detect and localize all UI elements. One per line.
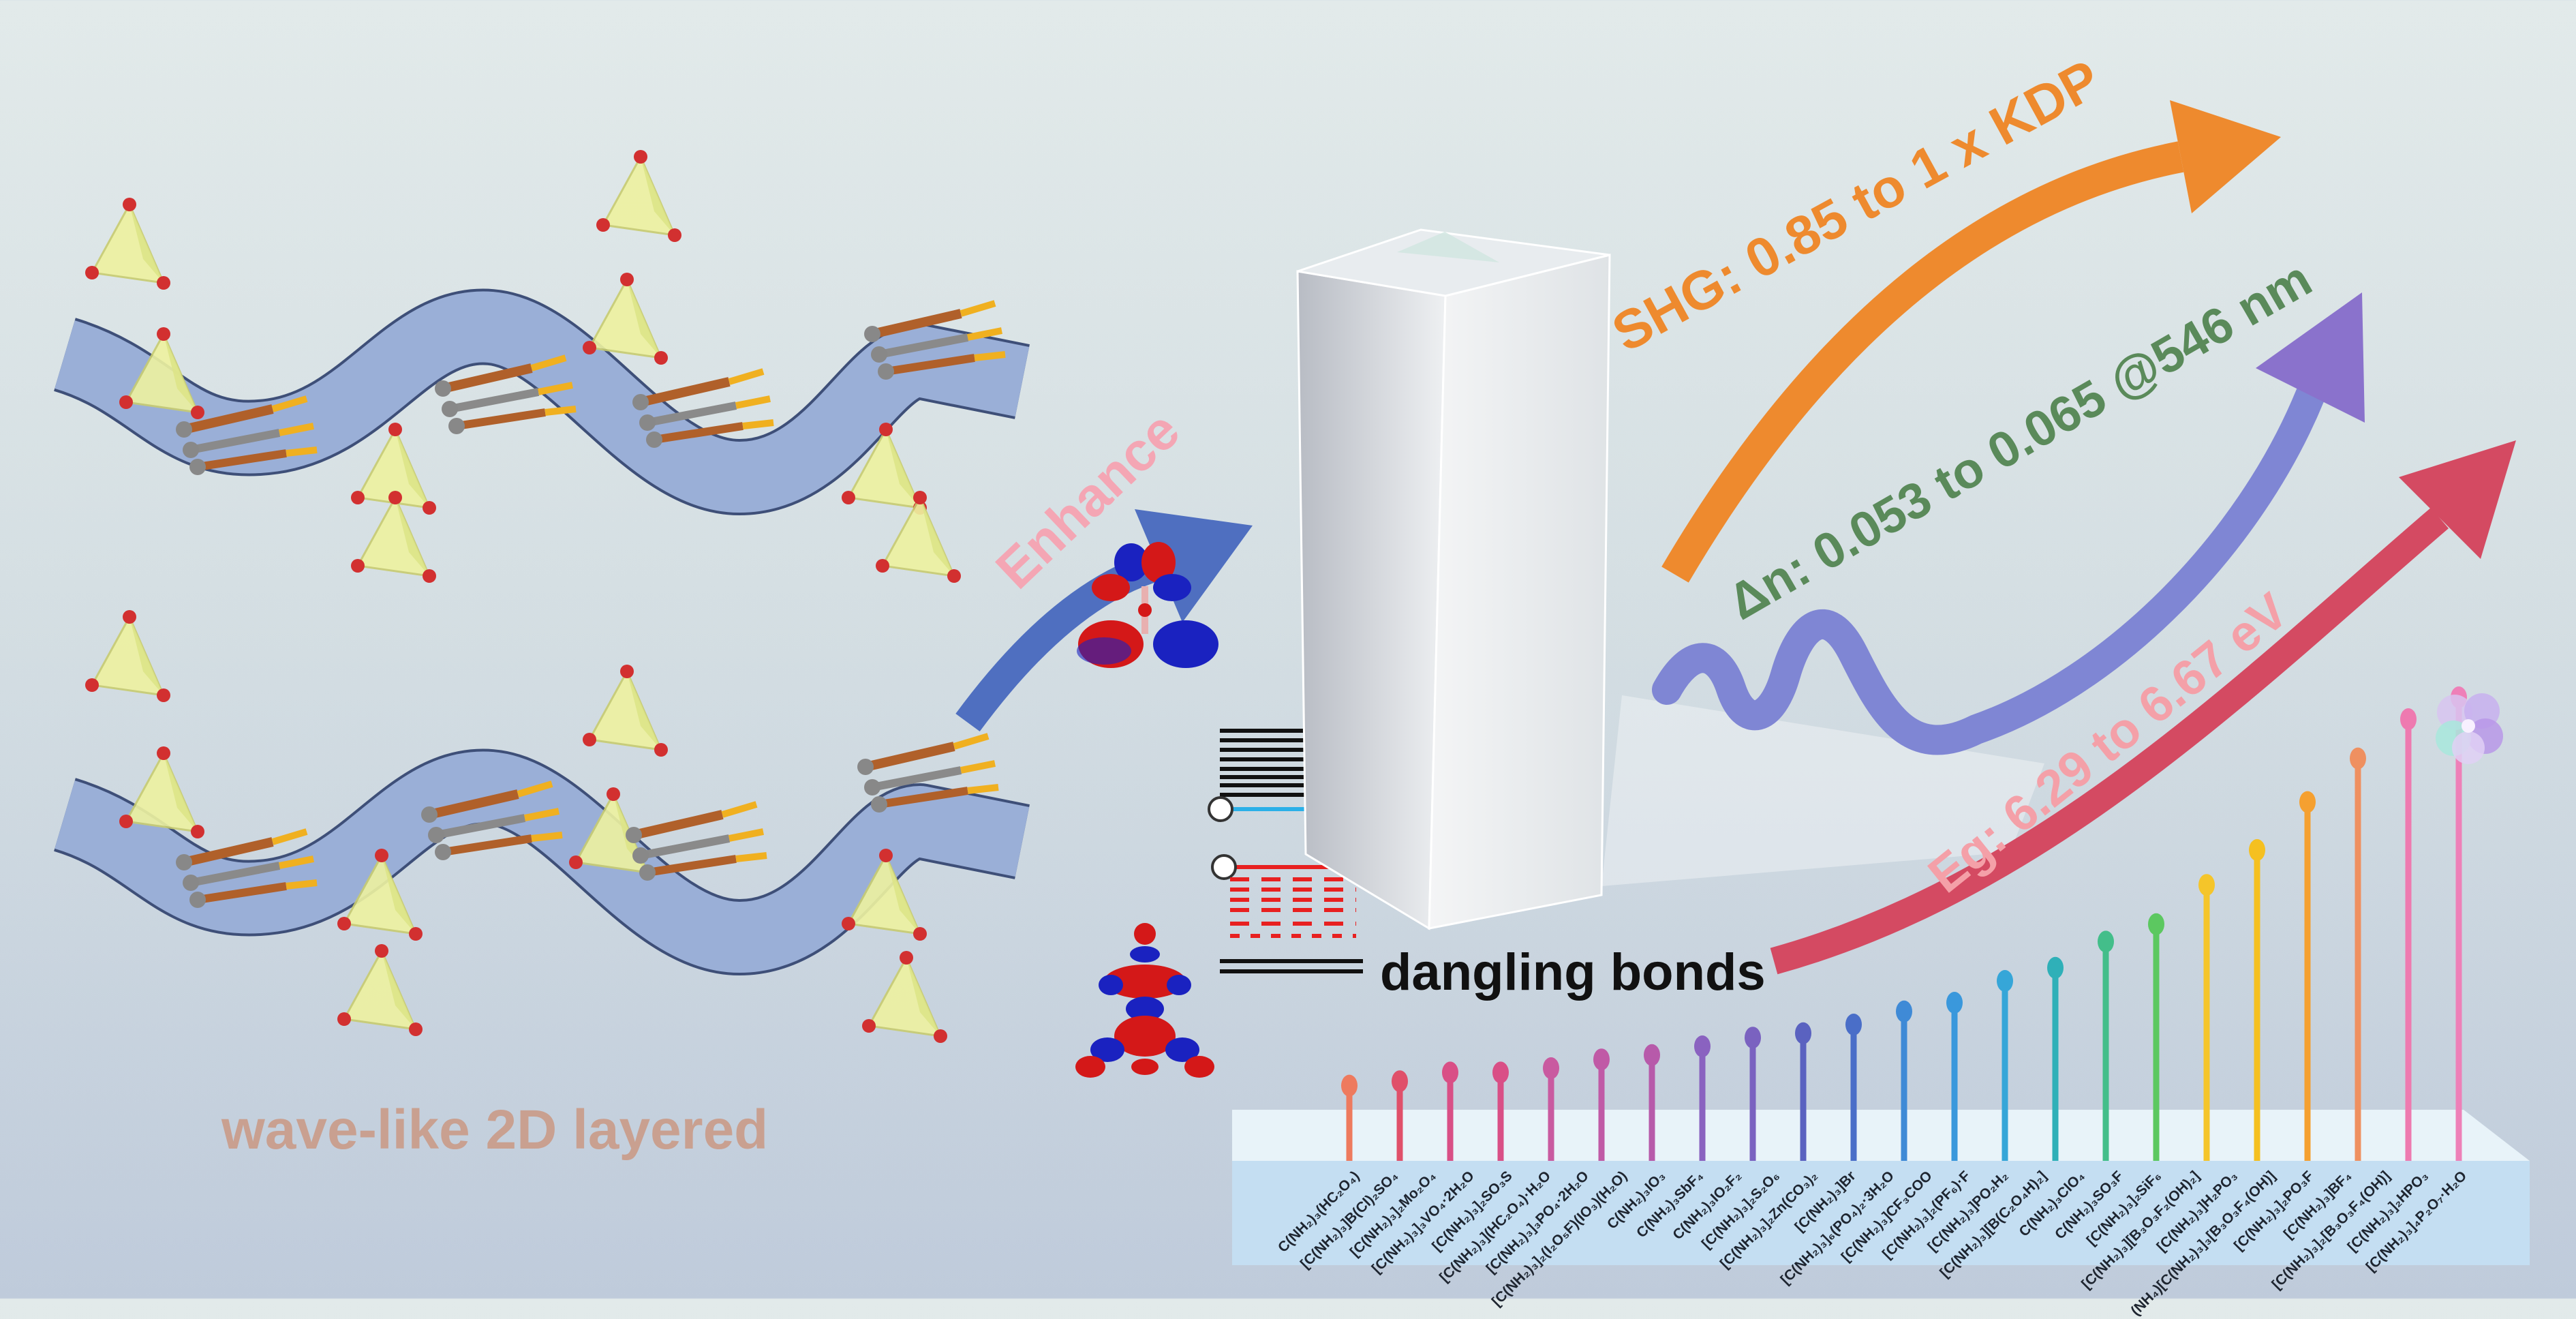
birefringence-wave-arrow [1652,292,2365,755]
compound-slab [1232,1110,2530,1265]
lollipop-head [1896,1000,1912,1022]
bandgap-arrow [1770,440,2516,975]
lollipop-head [2098,930,2114,953]
lollipop-head [1341,1074,1358,1097]
dangling-bonds-label: dangling bonds [1380,943,1766,1001]
lollipop-head [1946,992,1963,1014]
orbital-lower [1075,923,1214,1078]
lollipop-head [2249,839,2265,861]
layered-structure-bottom [52,609,1030,1044]
lollipop-head [1745,1027,1761,1049]
orbital-upper [1077,542,1218,668]
lollipop-head [1644,1044,1660,1066]
lollipop-chart [1341,686,2467,1161]
left-caption: wave-like 2D layered [221,1099,768,1161]
lollipop-head [1694,1035,1711,1057]
lollipop-head [1442,1061,1458,1084]
lollipop-head [2350,747,2366,770]
lollipop-head [1845,1014,1862,1035]
flower-icon [2436,693,2503,764]
lollipop-head [1795,1022,1811,1044]
lollipop-head [2400,708,2417,730]
lollipop-head [2148,913,2164,935]
birefringence-label: Δn: 0.053 to 0.065 @546 nm [1719,250,2321,631]
layered-structure-top [52,149,1030,584]
lollipop-head [1492,1061,1509,1084]
lollipop-head [1392,1070,1408,1093]
lollipop-head [1997,970,2013,992]
shg-arrow [1661,100,2281,583]
lollipop-head [1593,1048,1610,1071]
lollipop-head [2299,791,2316,813]
lollipop-head [1543,1057,1559,1079]
lollipop-head [2047,956,2064,979]
lollipop-head [2198,874,2215,896]
crystal [1296,228,2044,930]
